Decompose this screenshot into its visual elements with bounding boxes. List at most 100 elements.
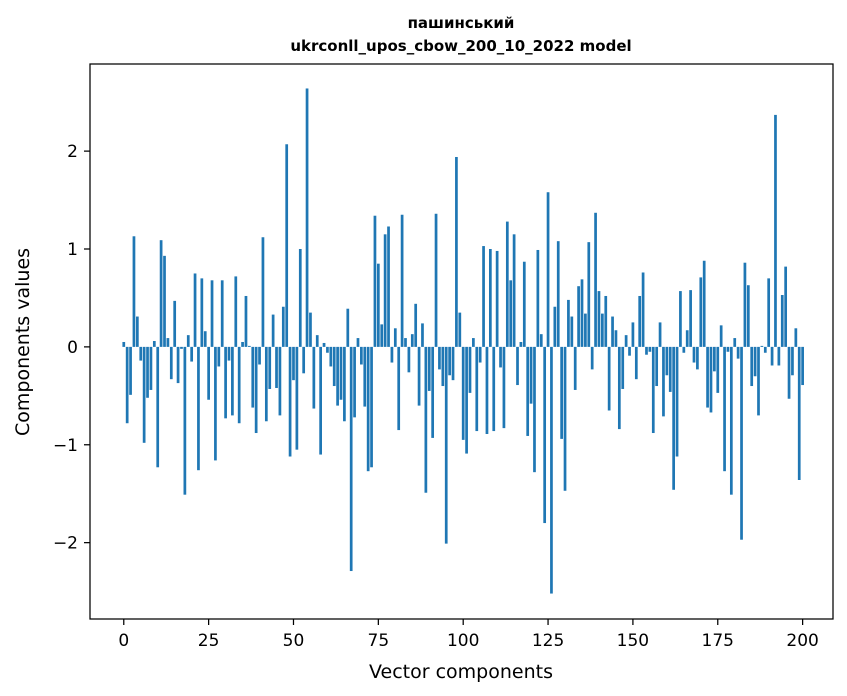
- bar-154: [645, 346, 648, 355]
- bar-7: [146, 346, 149, 398]
- bar-168: [692, 346, 696, 363]
- y-axis-label: Components values: [12, 248, 34, 436]
- bar-113: [505, 221, 509, 347]
- bar-0: [122, 341, 126, 347]
- bar-53: [302, 346, 306, 374]
- bar-80: [393, 328, 397, 347]
- bar-114: [509, 280, 513, 347]
- x-tick-label: 175: [702, 631, 734, 651]
- bar-89: [424, 346, 428, 493]
- bar-85: [410, 334, 414, 347]
- bar-25: [207, 346, 210, 400]
- bar-83: [404, 338, 407, 347]
- bar-149: [628, 346, 631, 356]
- x-tick-label: 0: [118, 631, 129, 651]
- bar-166: [685, 330, 689, 347]
- bar-146: [617, 346, 621, 430]
- bar-152: [638, 295, 642, 347]
- bar-108: [488, 249, 492, 347]
- bar-126: [550, 346, 553, 594]
- bar-139: [594, 212, 597, 347]
- bar-32: [231, 346, 234, 416]
- chart-title-line-2: ukrconll_upos_cbow_200_10_2022 model: [290, 37, 631, 55]
- bar-63: [336, 346, 339, 406]
- x-tick-label: 150: [617, 631, 649, 651]
- bar-123: [539, 334, 543, 347]
- bar-132: [570, 316, 574, 347]
- bar-48: [285, 144, 289, 347]
- bar-151: [634, 346, 638, 380]
- bar-65: [343, 346, 346, 422]
- bar-192: [774, 114, 777, 347]
- bar-59: [322, 342, 326, 347]
- bar-17: [180, 346, 183, 349]
- bar-145: [614, 330, 618, 347]
- bar-34: [237, 346, 241, 424]
- bar-178: [726, 346, 730, 352]
- bar-4: [135, 316, 139, 347]
- bar-24: [203, 331, 207, 347]
- bar-23: [200, 278, 204, 347]
- bar-131: [567, 299, 570, 347]
- y-tick-label: 0: [67, 338, 78, 358]
- x-tick-label: 100: [447, 631, 479, 651]
- bar-120: [529, 346, 533, 404]
- bar-109: [492, 346, 496, 432]
- bar-95: [444, 346, 448, 544]
- y-tick-label: −1: [53, 436, 78, 456]
- bar-156: [651, 346, 655, 434]
- bar-94: [441, 346, 445, 387]
- bar-115: [512, 234, 516, 347]
- bar-134: [577, 286, 580, 347]
- bar-122: [536, 249, 540, 347]
- bar-187: [757, 346, 760, 416]
- bar-42: [264, 346, 268, 422]
- plot-frame: [89, 63, 834, 620]
- y-tick-label: 2: [67, 142, 78, 162]
- bar-14: [169, 346, 173, 380]
- chart-title-line-1: пашинський: [408, 14, 515, 32]
- bar-88: [421, 323, 424, 347]
- bar-189: [763, 346, 767, 353]
- bar-81: [397, 346, 401, 431]
- bar-72: [366, 346, 370, 472]
- bar-182: [740, 346, 743, 540]
- bar-117: [519, 341, 523, 347]
- bar-162: [672, 346, 675, 490]
- bar-197: [791, 346, 794, 376]
- bar-5: [139, 346, 143, 361]
- bar-3: [132, 236, 136, 347]
- bar-125: [546, 192, 550, 347]
- bar-64: [339, 346, 343, 400]
- bar-10: [156, 346, 160, 468]
- x-tick-label: 50: [283, 631, 305, 651]
- bar-103: [472, 338, 475, 347]
- bar-177: [723, 346, 726, 472]
- bar-173: [709, 346, 713, 413]
- bar-158: [658, 322, 662, 347]
- bar-175: [716, 346, 720, 393]
- bar-129: [560, 346, 563, 439]
- bar-164: [679, 291, 682, 347]
- bar-40: [258, 346, 261, 365]
- bar-16: [176, 346, 180, 384]
- bar-188: [760, 345, 764, 347]
- bar-28: [217, 346, 221, 367]
- bar-195: [784, 266, 788, 347]
- bar-21: [193, 273, 197, 347]
- bar-196: [787, 346, 791, 399]
- bar-137: [587, 242, 591, 347]
- bar-2: [129, 346, 132, 395]
- bar-27: [214, 346, 217, 461]
- bar-159: [662, 346, 665, 417]
- bar-19: [186, 335, 190, 347]
- bar-15: [173, 300, 177, 347]
- bar-33: [234, 276, 238, 347]
- bar-148: [624, 335, 628, 347]
- bar-144: [611, 316, 614, 347]
- bar-153: [641, 272, 645, 347]
- bar-106: [482, 246, 485, 347]
- x-tick-label: 75: [368, 631, 390, 651]
- bar-20: [190, 346, 194, 362]
- bar-199: [797, 346, 801, 480]
